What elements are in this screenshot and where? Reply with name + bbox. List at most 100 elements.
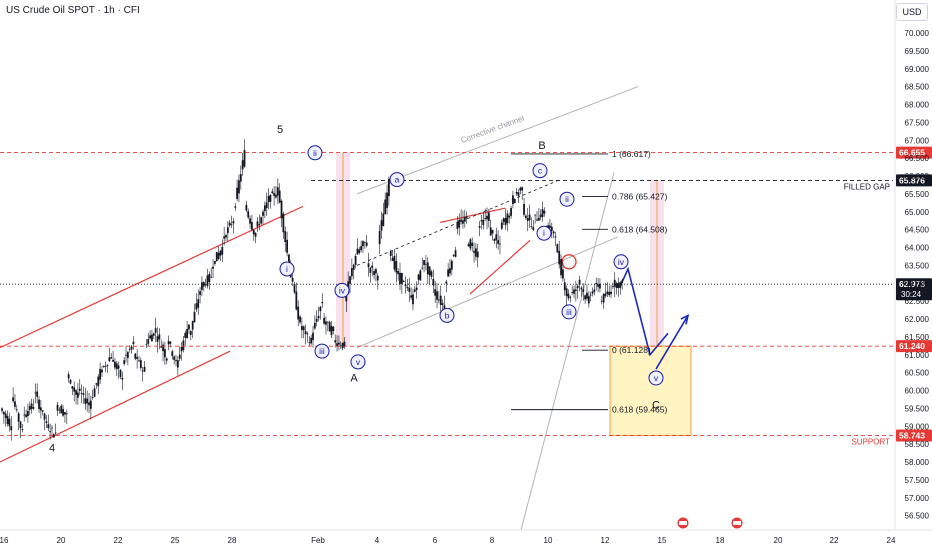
candle-body (428, 266, 431, 276)
candle-body (75, 390, 77, 395)
candle-body (269, 194, 272, 202)
price-label-box (896, 429, 932, 442)
candle-body (454, 250, 457, 257)
candle-body (439, 295, 442, 306)
price-label-box (896, 146, 932, 159)
candle-body (293, 284, 296, 293)
currency-button[interactable]: USD (896, 3, 928, 21)
candle-body (563, 282, 566, 291)
candle-body (510, 208, 512, 216)
time-tick-label: 6 (433, 536, 438, 545)
price-tick-label: 64.000 (905, 244, 930, 253)
candle-body (169, 341, 172, 344)
price-tick-label: 58.000 (905, 458, 930, 467)
channel-lower-line (356, 236, 619, 349)
candle-body (4, 413, 7, 419)
price-tick-label: 62.000 (905, 315, 930, 324)
wave-circle-label-v: v (654, 373, 659, 383)
candle-body (243, 150, 246, 167)
time-tick-label: 22 (830, 536, 839, 545)
candle-body (558, 250, 561, 265)
candle-body (149, 335, 151, 339)
candle-body (406, 287, 409, 289)
candle-body (400, 272, 403, 284)
candle-body (121, 377, 124, 380)
candle-body (1, 408, 3, 411)
candle-body (245, 204, 248, 211)
candle-body (128, 348, 131, 350)
candle-body (589, 294, 592, 296)
projection-arrowhead (680, 313, 690, 325)
candle-body (254, 232, 257, 237)
candle-body (539, 214, 542, 218)
candle-body (482, 219, 485, 226)
candle-body (64, 412, 66, 415)
candle-body (426, 262, 429, 275)
candle-body (193, 311, 196, 323)
candle-body (432, 278, 435, 286)
candle-body (425, 263, 427, 265)
candle-body (84, 398, 87, 404)
candle-body (606, 291, 609, 295)
candle-body (328, 321, 331, 332)
candle-body (493, 239, 496, 242)
price-tick-label: 68.000 (905, 101, 930, 110)
price-tick-label: 70.000 (905, 29, 930, 38)
candle-body (354, 255, 357, 265)
time-tick-label: 18 (716, 536, 725, 545)
candle-body (341, 342, 344, 349)
wave-label-B: B (538, 140, 545, 152)
candle-body (556, 244, 559, 253)
candle-body (434, 289, 437, 296)
time-tick-label: 28 (228, 536, 237, 545)
candle-body (495, 234, 498, 241)
wave-label-A: A (350, 373, 358, 385)
candle-body (445, 281, 448, 284)
candle-body (602, 294, 605, 303)
candle-body (106, 364, 109, 366)
candle-body (343, 341, 346, 347)
candle-body (310, 337, 313, 344)
candle-body (189, 330, 192, 335)
candle-body (524, 215, 527, 218)
candle-body (402, 280, 405, 282)
candle-body (154, 328, 157, 333)
candle-body (213, 261, 216, 264)
candle-body (419, 270, 422, 281)
candle-body (125, 354, 127, 356)
candle-body (302, 326, 305, 331)
candle-body (43, 413, 46, 420)
candle-body (576, 285, 579, 289)
candle-body (130, 346, 133, 350)
candle-body (571, 292, 574, 293)
candle-body (465, 216, 468, 219)
candle-body (458, 219, 461, 228)
candle-body (476, 251, 479, 258)
wave-circle-label-i: i (543, 228, 545, 238)
event-flag-stripe (679, 521, 687, 525)
time-tick-label: 15 (658, 536, 667, 545)
candle-body (27, 410, 29, 416)
level-annotation: FILLED GAP (844, 182, 890, 191)
candle-body (176, 360, 179, 368)
candle-body (373, 271, 375, 275)
candle-body (410, 295, 413, 298)
fib-label: 0.786 (65.427) (612, 191, 667, 201)
wave-circle-label-i: i (286, 264, 288, 274)
candle-body (126, 352, 129, 358)
wave-circle-ii (559, 191, 575, 207)
candle-body (62, 409, 64, 416)
candle-body (25, 414, 27, 417)
price-tick-label: 68.500 (905, 83, 930, 92)
candle-body (69, 379, 72, 384)
time-tick-label: 20 (57, 536, 66, 545)
highlight-circle (561, 254, 577, 270)
candle-body (145, 344, 148, 346)
candle-body (101, 369, 103, 373)
time-tick-label: 16 (0, 536, 9, 545)
candle-body (437, 299, 440, 301)
candle-body (239, 174, 242, 182)
candle-body (580, 287, 583, 290)
time-tick-label: Feb (311, 536, 325, 545)
